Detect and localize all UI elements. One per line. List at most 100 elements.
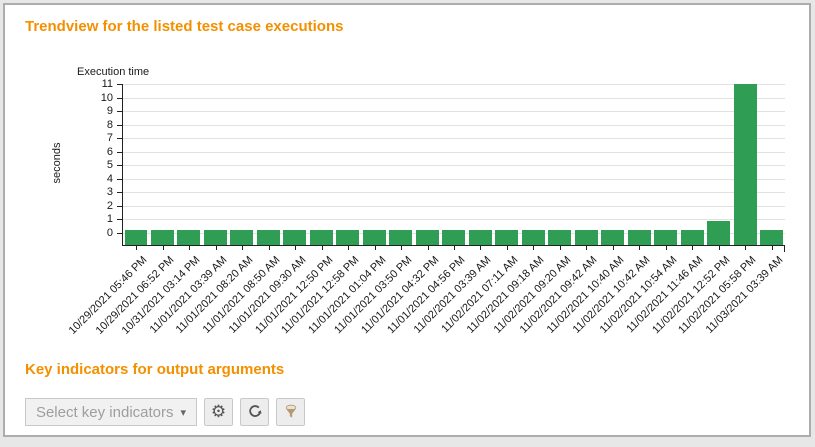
x-tick: [268, 246, 270, 250]
x-tick: [639, 246, 641, 250]
filter-button[interactable]: [276, 398, 305, 426]
x-tick: [692, 246, 694, 250]
x-tick: [559, 246, 561, 250]
x-tick: [374, 246, 376, 250]
y-tick-label: 8: [106, 119, 113, 131]
funnel-icon: [285, 404, 296, 418]
y-tick: [117, 84, 122, 85]
execution-bar[interactable]: [601, 230, 625, 245]
y-tick: [117, 233, 122, 234]
x-tick: [533, 246, 535, 250]
x-tick: [586, 246, 588, 250]
x-tick: [136, 246, 138, 250]
y-tick: [117, 138, 122, 139]
y-tick: [117, 98, 122, 99]
x-tick: [321, 246, 323, 250]
x-tick: [506, 246, 508, 250]
execution-bar[interactable]: [230, 230, 254, 245]
execution-bar[interactable]: [760, 230, 783, 245]
rerun-button[interactable]: [240, 398, 269, 426]
execution-bar[interactable]: [362, 230, 386, 245]
execution-bar[interactable]: [203, 230, 227, 245]
execution-bar[interactable]: [521, 230, 545, 245]
x-tick: [295, 246, 297, 250]
execution-bar[interactable]: [707, 221, 731, 245]
chart-title: Execution time: [77, 66, 150, 78]
settings-button[interactable]: ⚙: [204, 398, 233, 426]
x-axis-end-tick: [784, 246, 785, 252]
execution-bar[interactable]: [336, 230, 360, 245]
select-key-indicators-dropdown[interactable]: Select key indicators ▾: [25, 398, 197, 426]
execution-bar[interactable]: [124, 230, 148, 245]
y-axis-label: seconds: [51, 142, 63, 184]
y-tick-label: 1: [106, 213, 113, 225]
y-tick-label: 0: [106, 227, 113, 239]
x-tick: [612, 246, 614, 250]
gridline: [123, 206, 785, 207]
y-tick: [117, 219, 122, 220]
gridline: [123, 165, 785, 166]
indicators-toolbar: Select key indicators ▾ ⚙: [25, 397, 305, 427]
y-tick: [117, 165, 122, 166]
execution-bar[interactable]: [442, 230, 466, 245]
y-tick-label: 11: [101, 78, 113, 90]
y-tick: [117, 192, 122, 193]
execution-bar[interactable]: [627, 230, 651, 245]
dropdown-label: Select key indicators: [35, 403, 174, 421]
x-tick: [665, 246, 667, 250]
y-tick-label: 2: [106, 200, 113, 212]
gridline: [123, 84, 785, 85]
key-indicators-section-title: Key indicators for output arguments: [25, 361, 285, 378]
gridline: [123, 138, 785, 139]
y-tick: [117, 125, 122, 126]
plot-area: [117, 84, 785, 252]
execution-bar[interactable]: [654, 230, 678, 245]
y-tick-label: 3: [106, 186, 113, 198]
y-tick: [117, 206, 122, 207]
gear-icon: ⚙: [210, 401, 227, 422]
x-tick: [242, 246, 244, 250]
execution-bar[interactable]: [150, 230, 174, 245]
chevron-down-icon: ▾: [180, 406, 187, 419]
gridline: [123, 192, 785, 193]
x-tick: [215, 246, 217, 250]
x-tick: [427, 246, 429, 250]
execution-bar[interactable]: [495, 230, 519, 245]
execution-time-chart: Execution time seconds 0 1 2 3 4 5 6 7 8 9 10 11 10/…: [5, 5, 813, 355]
y-tick: [117, 111, 122, 112]
gridline: [123, 111, 785, 112]
x-tick: [718, 246, 720, 250]
execution-bar[interactable]: [283, 230, 307, 245]
execution-bar[interactable]: [415, 230, 439, 245]
gridline: [123, 219, 785, 220]
execution-bar[interactable]: [468, 230, 492, 245]
execution-bar[interactable]: [309, 230, 333, 245]
x-tick: [771, 246, 773, 250]
y-tick-label: 7: [106, 132, 113, 144]
execution-bar[interactable]: [548, 230, 572, 245]
execution-bar[interactable]: [680, 230, 704, 245]
execution-bar[interactable]: [389, 230, 413, 245]
x-tick: [745, 246, 747, 250]
execution-bar[interactable]: [733, 84, 757, 245]
execution-bar[interactable]: [177, 230, 201, 245]
content-panel: Trendview for the listed test case execu…: [3, 3, 811, 437]
y-tick-label: 5: [106, 159, 113, 171]
refresh-icon: [248, 405, 261, 417]
execution-bar[interactable]: [574, 230, 598, 245]
y-tick: [117, 179, 122, 180]
execution-bar[interactable]: [256, 230, 280, 245]
gridline: [123, 98, 785, 99]
y-tick-label: 6: [106, 146, 113, 158]
y-tick-label: 9: [106, 105, 113, 117]
x-tick: [348, 246, 350, 250]
y-tick-label: 10: [100, 92, 113, 104]
x-tick: [454, 246, 455, 250]
x-tick: [162, 246, 164, 250]
x-tick: [401, 246, 403, 250]
trendview-section-title: Trendview for the listed test case execu…: [25, 18, 344, 35]
y-tick-label: 4: [106, 173, 113, 185]
gridline: [123, 152, 785, 153]
x-tick: [189, 246, 191, 250]
y-tick: [117, 152, 122, 153]
